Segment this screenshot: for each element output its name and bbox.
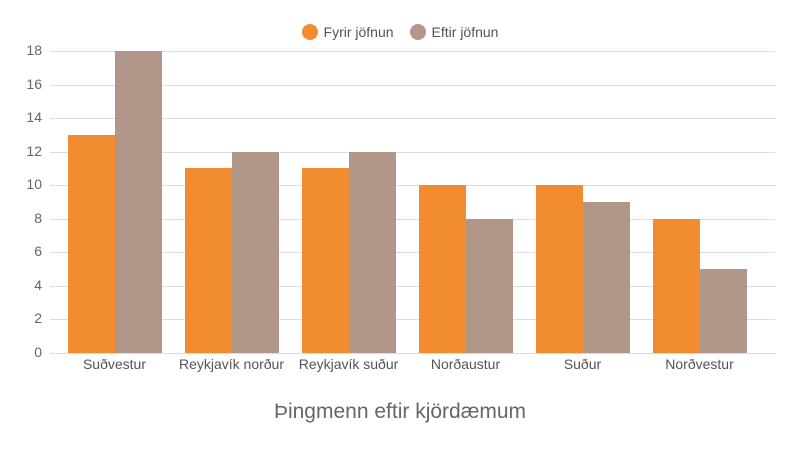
- bar-fyrir[interactable]: [184, 168, 232, 353]
- y-tick-label: 0: [34, 344, 42, 360]
- bar-eftir[interactable]: [699, 269, 747, 353]
- bar-fyrir[interactable]: [652, 218, 700, 353]
- bar-eftir[interactable]: [348, 151, 396, 353]
- x-tick-label: Reykjavík suður: [298, 356, 399, 372]
- y-tick-label: 6: [34, 243, 42, 260]
- legend-item-eftir[interactable]: Eftir jöfnun: [409, 24, 499, 40]
- gridline: [50, 285, 775, 287]
- bar-fyrir[interactable]: [418, 185, 466, 353]
- x-tick-label: Norðvestur: [665, 356, 734, 372]
- gridline: [50, 118, 775, 120]
- y-tick-label: 14: [26, 109, 42, 126]
- bar-eftir[interactable]: [582, 202, 630, 353]
- bar-eftir[interactable]: [114, 51, 162, 353]
- legend-label: Eftir jöfnun: [431, 24, 499, 40]
- y-tick-label: 16: [26, 75, 42, 92]
- bar-fyrir[interactable]: [67, 134, 115, 353]
- gridline: [50, 185, 775, 187]
- chart-legend: Fyrir jöfnun Eftir jöfnun: [0, 24, 800, 40]
- bar-eftir[interactable]: [465, 218, 513, 353]
- gridline: [50, 353, 775, 354]
- y-tick-label: 4: [34, 276, 42, 293]
- bar-fyrir[interactable]: [301, 168, 349, 353]
- gridline: [50, 218, 775, 220]
- bar-eftir[interactable]: [231, 151, 279, 353]
- y-tick-label: 8: [34, 209, 42, 226]
- bar-fyrir[interactable]: [535, 185, 583, 353]
- y-tick-label: 18: [26, 42, 42, 58]
- x-tick-label: Suðvestur: [82, 356, 147, 372]
- chart-title: Þingmenn eftir kjördæmum: [273, 400, 527, 423]
- gridline: [50, 151, 775, 153]
- legend-item-fyrir[interactable]: Fyrir jöfnun: [301, 24, 394, 40]
- legend-label: Fyrir jöfnun: [323, 24, 394, 40]
- x-tick-label: Reykjavík norður: [178, 356, 285, 372]
- legend-swatch-eftir: [409, 24, 426, 40]
- y-tick-label: 10: [26, 176, 42, 193]
- gridline: [50, 51, 775, 52]
- y-tick-label: 12: [26, 142, 42, 159]
- x-tick-label: Suður: [563, 356, 602, 372]
- gridline: [50, 319, 775, 321]
- gridline: [50, 252, 775, 254]
- x-tick-label: Norðaustur: [430, 356, 501, 372]
- legend-swatch-fyrir: [301, 24, 318, 40]
- y-tick-label: 2: [34, 310, 42, 327]
- gridline: [50, 84, 775, 86]
